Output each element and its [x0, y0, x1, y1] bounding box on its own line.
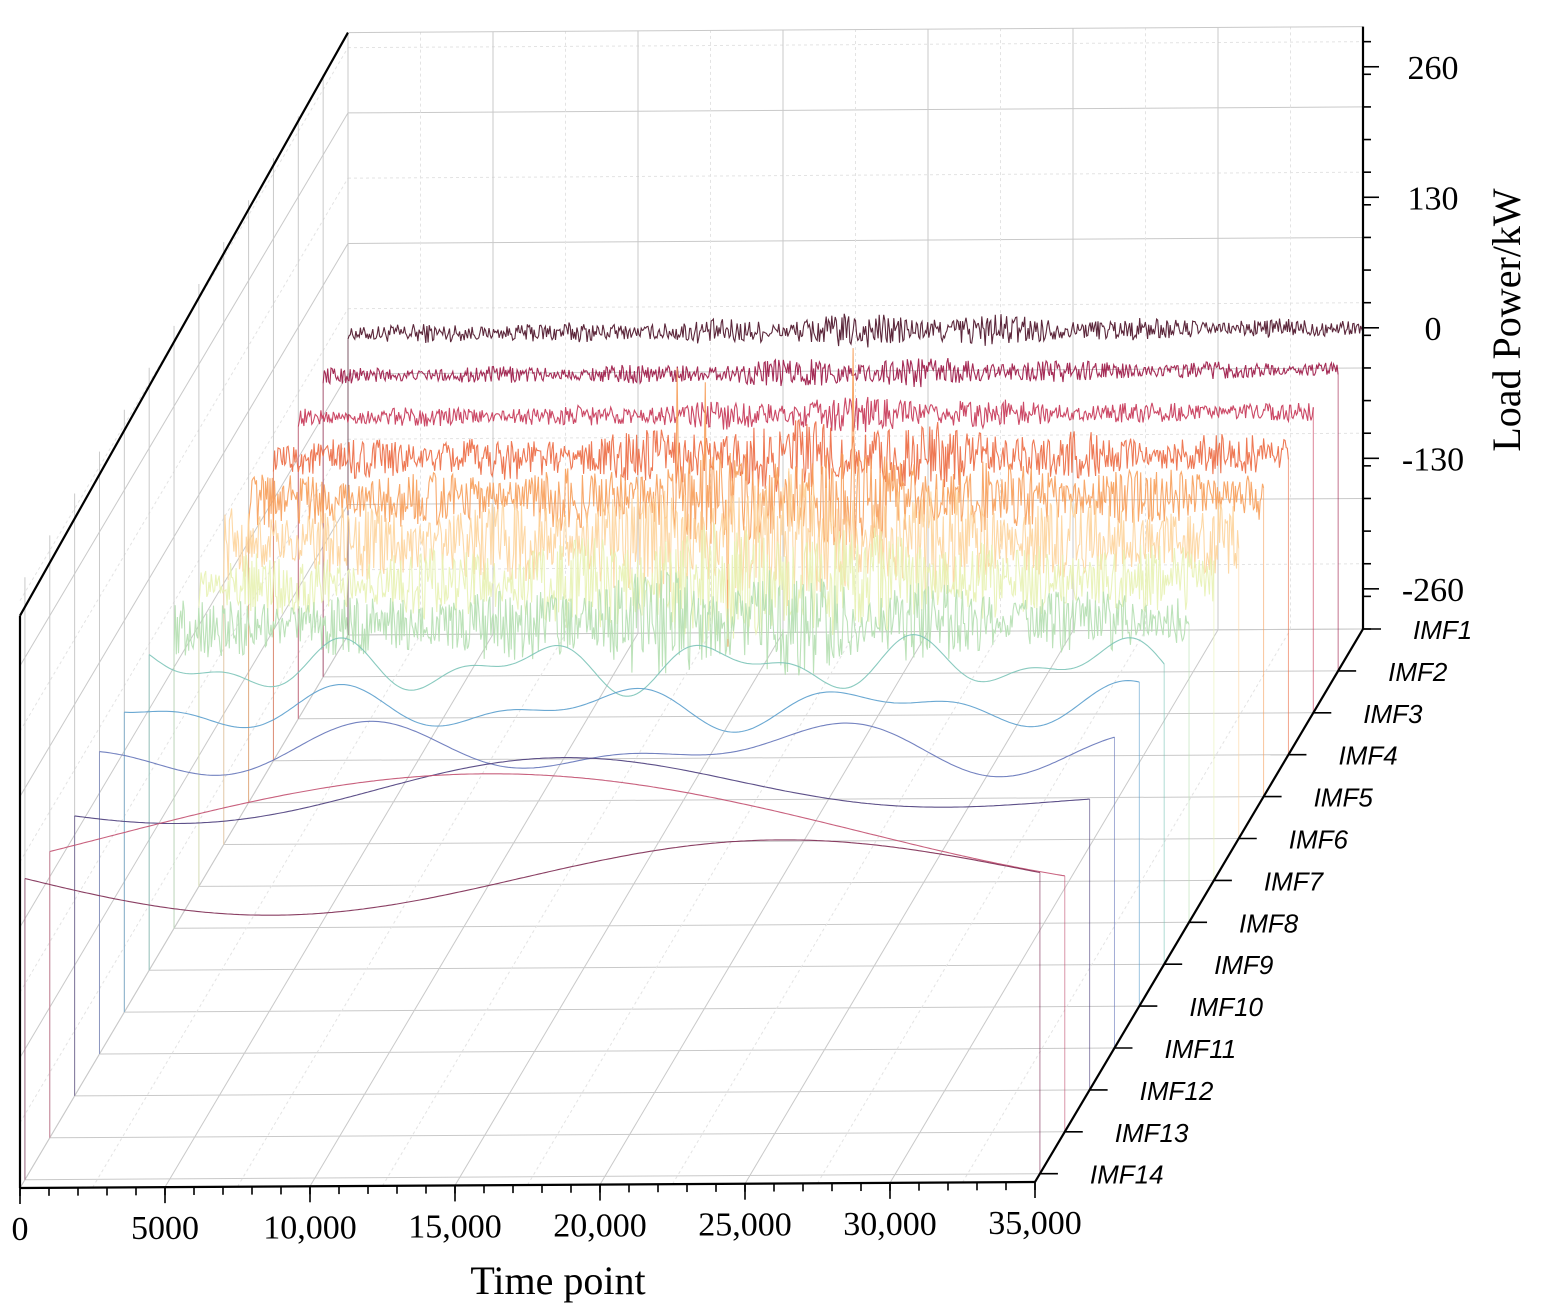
x-tick-label: 30,000 — [843, 1206, 937, 1243]
floor-grid-line — [164, 633, 494, 1188]
left-grid-line — [19, 112, 349, 667]
y-tick-label-imf8: IMF8 — [1239, 908, 1299, 938]
z-tick-label: -130 — [1402, 441, 1464, 478]
y-tick-label-imf4: IMF4 — [1338, 741, 1397, 771]
floor-grid-line — [962, 629, 1291, 1183]
back-grid-line — [347, 432, 1364, 440]
left-grid-line — [19, 177, 349, 732]
labels-layer: 0 5000 10,000 15,000 20,000 25,000 30,000 35,00… — [12, 50, 1473, 1248]
z-tick-label: 260 — [1408, 50, 1459, 87]
series-line-imf6 — [223, 468, 1240, 607]
floor-grid-line — [672, 630, 1001, 1185]
y-tick-label-imf9: IMF9 — [1214, 950, 1273, 980]
x-tick-label: 15,000 — [408, 1208, 502, 1245]
z-tick-label: -260 — [1402, 572, 1464, 609]
y-tick-label-imf11: IMF11 — [1164, 1034, 1236, 1064]
y-tick-label-imf10: IMF10 — [1189, 992, 1263, 1022]
axes-layer — [18, 26, 1381, 1204]
floor-grid-line — [248, 796, 1264, 804]
floor-grid-line — [92, 634, 421, 1188]
floor-grid-line — [382, 632, 711, 1187]
series-line-imf9 — [148, 634, 1165, 697]
y-tick-label-imf12: IMF12 — [1140, 1076, 1214, 1106]
y-tick-label-imf7: IMF7 — [1264, 866, 1325, 896]
series-line-imf12 — [74, 757, 1090, 825]
back-grid-line — [347, 302, 1364, 310]
series-line-imf14 — [24, 839, 1040, 916]
z-tick-label: 0 — [1425, 311, 1442, 348]
floor-grid-line — [24, 1173, 1040, 1181]
series-line-imf7 — [198, 523, 1215, 643]
left-grid-line — [19, 504, 349, 1058]
series-line-imf8 — [173, 570, 1190, 676]
x-tick-label: 10,000 — [263, 1209, 357, 1246]
floor-grid-line — [237, 633, 566, 1187]
floor-grid-line — [454, 632, 784, 1186]
y-tick-label-imf6: IMF6 — [1289, 825, 1349, 855]
y-tick-label-imf5: IMF5 — [1314, 783, 1374, 813]
left-grid-line — [19, 47, 349, 601]
floor-grid-line — [74, 1089, 1090, 1097]
z-tick-label: 130 — [1408, 180, 1459, 217]
floor-grid-line — [527, 631, 856, 1186]
floor-grid-line — [309, 633, 639, 1187]
floor-grid-line — [817, 630, 1146, 1184]
series-line-imf13 — [49, 773, 1065, 877]
y-tick-label-imf14: IMF14 — [1090, 1160, 1164, 1190]
left-grid-line — [19, 438, 349, 993]
series-line-imf1 — [347, 313, 1364, 348]
series-layer — [24, 313, 1364, 1180]
floor-grid-line — [889, 629, 1219, 1184]
y-tick-label-imf1: IMF1 — [1413, 615, 1472, 645]
left-grid-line — [19, 308, 349, 862]
floor-grid-line — [99, 1047, 1115, 1055]
back-grid-line — [347, 41, 1364, 49]
back-top-edge — [347, 26, 1364, 34]
y-tick-label-imf13: IMF13 — [1115, 1118, 1189, 1148]
floor-grid-line — [298, 712, 1314, 720]
x-tick-label: 35,000 — [988, 1205, 1082, 1242]
floor-grid-line — [599, 631, 929, 1185]
series-line-imf2 — [322, 357, 1339, 388]
left-grid-line — [19, 569, 349, 1123]
x-axis-line — [19, 1180, 1036, 1190]
x-tick-label: 5000 — [131, 1210, 199, 1247]
back-grid-line — [347, 171, 1364, 179]
floor-grid-line — [273, 754, 1289, 762]
series-line-imf5 — [248, 348, 1265, 647]
floor-grid-line — [49, 1131, 1065, 1139]
series-line-imf4 — [272, 418, 1289, 492]
x-tick-label: 0 — [12, 1211, 29, 1248]
floor-grid-line — [744, 630, 1074, 1184]
left-grid-line — [19, 634, 349, 1189]
series-line-imf10 — [124, 680, 1140, 733]
x-tick-label: 20,000 — [553, 1208, 647, 1245]
x-tick-label: 25,000 — [698, 1207, 792, 1244]
series-line-imf11 — [99, 720, 1115, 778]
y-tick-label-imf2: IMF2 — [1388, 657, 1448, 687]
y-tick-label-imf3: IMF3 — [1363, 699, 1423, 729]
series-line-imf3 — [297, 396, 1314, 433]
back-grid-line — [347, 563, 1364, 571]
x-axis-title: Time point — [470, 1258, 645, 1303]
z-axis-title: Load Power/kW — [1484, 188, 1529, 452]
left-top-edge — [19, 32, 349, 617]
